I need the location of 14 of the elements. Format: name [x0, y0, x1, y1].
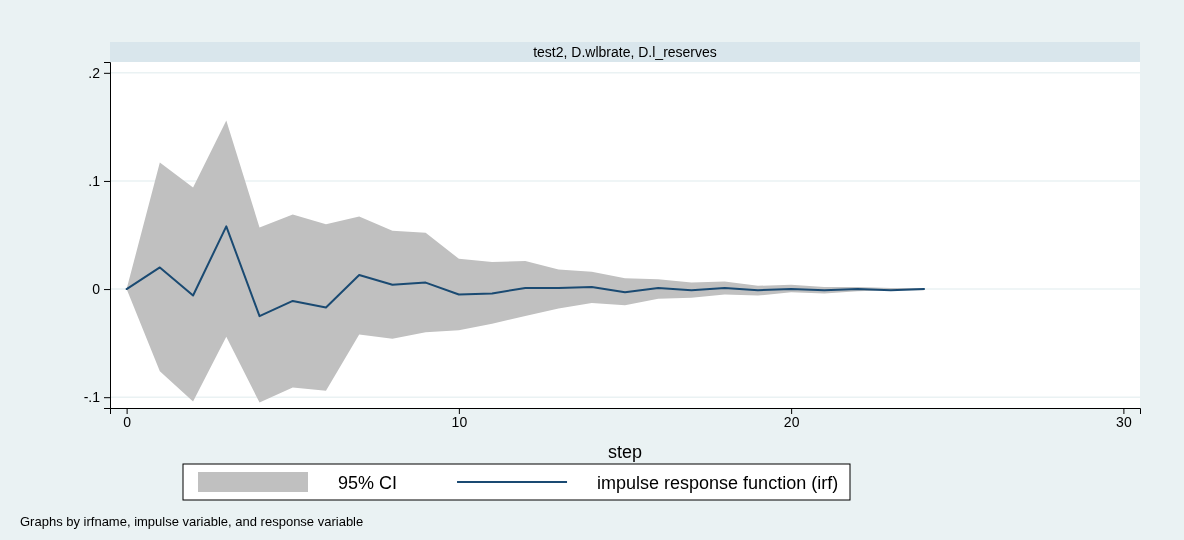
x-tick-label: 0	[123, 413, 132, 430]
y-tick-label: 0	[92, 281, 101, 298]
line-series	[125, 225, 926, 318]
y-tick-label: -.1	[83, 389, 101, 406]
x-tick-label: 10	[451, 413, 468, 430]
text: impulse response function (irf)	[597, 473, 839, 493]
text: 95% CI	[338, 473, 398, 493]
x-axis-title: step	[607, 442, 643, 462]
text: Graphs by irfname, impulse variable, and response variable	[20, 514, 364, 529]
x-tick-label: 30	[1116, 413, 1132, 430]
x-tick-label: 20	[783, 413, 800, 430]
chart-title: test2, D.wlbrate, D.l_reserves	[533, 44, 717, 60]
y-tick-label: .2	[88, 64, 101, 81]
y-tick-label: .1	[88, 172, 101, 189]
